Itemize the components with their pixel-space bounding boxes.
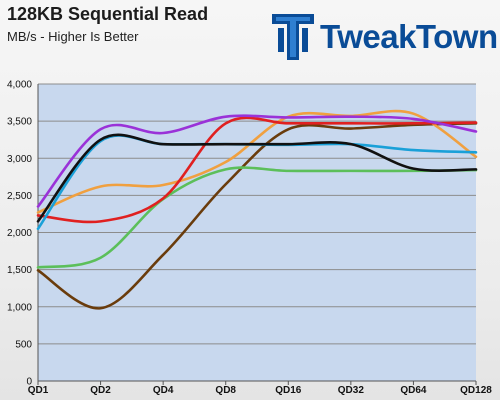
x-tick-label: QD1 bbox=[28, 385, 49, 396]
chart-subtitle: MB/s - Higher Is Better bbox=[7, 29, 139, 44]
series-line-4 bbox=[36, 116, 478, 224]
x-tick-label: QD4 bbox=[153, 385, 174, 396]
y-tick-label: 1,500 bbox=[7, 265, 32, 276]
y-tick-label: 3,500 bbox=[7, 117, 32, 128]
y-tick-label: 1,000 bbox=[7, 302, 32, 313]
x-tick-label: QD8 bbox=[215, 385, 236, 396]
x-tick-label: QD32 bbox=[338, 385, 365, 396]
series-line-3 bbox=[36, 109, 478, 214]
y-tick-label: 4,000 bbox=[7, 80, 32, 91]
logo-text: TweakTown bbox=[320, 18, 498, 55]
tt-logo-icon bbox=[272, 14, 314, 60]
y-tick-label: 500 bbox=[15, 339, 32, 350]
y-tick-label: 2,500 bbox=[7, 191, 32, 202]
y-tick-label: 2,000 bbox=[7, 228, 32, 239]
y-tick-label: 3,000 bbox=[7, 154, 32, 165]
x-tick-label: QD128 bbox=[460, 385, 492, 396]
y-tick-label: 0 bbox=[26, 377, 32, 388]
series-line-1 bbox=[36, 122, 478, 310]
series-line-6 bbox=[36, 133, 478, 223]
series-line-7 bbox=[36, 114, 478, 208]
series-line-2 bbox=[36, 166, 478, 269]
x-tick-label: QD2 bbox=[90, 385, 111, 396]
x-tick-label: QD16 bbox=[275, 385, 302, 396]
tweaktown-logo: TweakTown bbox=[268, 8, 498, 64]
chart-title: 128KB Sequential Read bbox=[7, 4, 209, 24]
x-tick-label: QD64 bbox=[400, 385, 427, 396]
